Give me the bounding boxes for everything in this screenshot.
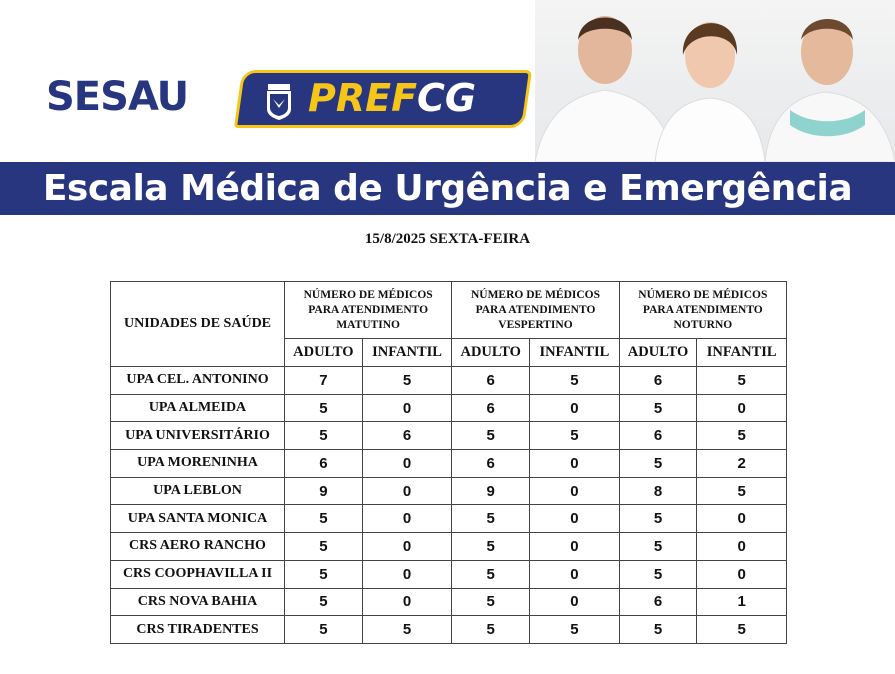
unit-name: UPA LEBLON — [110, 476, 285, 506]
doctor-count-cell: 0 — [529, 449, 620, 478]
doctor-count-cell: 0 — [696, 559, 787, 589]
doctor-count-cell: 5 — [284, 393, 363, 423]
doctor-count-cell: 0 — [696, 393, 787, 423]
doctor-count-cell: 0 — [361, 587, 453, 617]
table-row: UPA SANTA MONICA 5 0 5 0 5 0 — [110, 504, 787, 534]
doctor-count-cell: 1 — [696, 587, 787, 617]
doctor-count-cell: 5 — [451, 587, 531, 617]
doctor-count-cell: 5 — [284, 504, 363, 534]
doctor-count-cell: 0 — [361, 393, 453, 423]
table-row: UPA LEBLON 9 0 9 0 8 5 — [110, 476, 787, 506]
doctor-count-cell: 5 — [618, 532, 698, 561]
doctor-count-cell: 0 — [529, 532, 620, 561]
doctor-count-cell: 0 — [529, 476, 620, 506]
schedule-date: 15/8/2025 SEXTA-FEIRA — [364, 231, 531, 247]
group-header-noturno: NÚMERO DE MÉDICOS PARA ATENDIMENTO NOTURNO — [618, 281, 788, 339]
group-header-vespertino: NÚMERO DE MÉDICOS PARA ATENDIMENTO VESPERT… — [451, 281, 620, 339]
subheader-adulto: ADULTO — [451, 338, 531, 367]
page-title: Escala Médica de Urgência e Emergência — [0, 162, 895, 215]
table-row: CRS TIRADENTES 5 5 5 5 5 5 — [110, 615, 787, 644]
table-row: CRS NOVA BAHIA 5 0 5 0 6 1 — [110, 587, 787, 617]
unit-name: CRS COOPHAVILLA II — [110, 559, 285, 589]
doctor-count-cell: 5 — [284, 421, 363, 451]
doctor-count-cell: 5 — [451, 421, 531, 451]
doctor-count-cell: 6 — [451, 366, 531, 395]
prefcg-logo-text: PREFCG — [308, 76, 477, 120]
table-row: UPA UNIVERSITÁRIO 5 6 5 5 6 5 — [110, 421, 787, 451]
doctor-count-cell: 0 — [529, 393, 620, 423]
doctor-count-cell: 5 — [529, 615, 620, 644]
doctor-count-cell: 5 — [451, 559, 531, 589]
doctor-count-cell: 5 — [696, 366, 787, 395]
subheader-adulto: ADULTO — [284, 338, 363, 367]
doctor-count-cell: 5 — [618, 449, 698, 478]
doctor-count-cell: 5 — [618, 615, 698, 644]
unit-name: CRS TIRADENTES — [110, 615, 285, 644]
doctor-count-cell: 5 — [361, 366, 453, 395]
doctor-count-cell: 8 — [618, 476, 698, 506]
doctor-count-cell: 5 — [696, 421, 787, 451]
table-row: UPA MORENINHA 6 0 6 0 5 2 — [110, 449, 787, 478]
subheader-infantil: INFANTIL — [529, 338, 620, 367]
doctor-count-cell: 6 — [451, 449, 531, 478]
doctor-count-cell: 6 — [618, 421, 698, 451]
doctor-count-cell: 6 — [284, 449, 363, 478]
doctor-count-cell: 0 — [529, 587, 620, 617]
doctor-count-cell: 0 — [361, 449, 453, 478]
doctor-count-cell: 9 — [451, 476, 531, 506]
doctor-count-cell: 5 — [284, 587, 363, 617]
table-row: CRS COOPHAVILLA II 5 0 5 0 5 0 — [110, 559, 787, 589]
doctors-illustration — [535, 16, 895, 162]
unit-name: UPA UNIVERSITÁRIO — [110, 421, 285, 451]
doctor-count-cell: 0 — [696, 504, 787, 534]
unit-name: UPA SANTA MONICA — [110, 504, 285, 534]
doctor-count-cell: 0 — [529, 504, 620, 534]
doctor-count-cell: 5 — [284, 615, 363, 644]
doctor-count-cell: 5 — [284, 559, 363, 589]
unit-column-header: UNIDADES DE SAÚDE — [110, 281, 285, 367]
doctor-count-cell: 0 — [361, 504, 453, 534]
doctor-count-cell: 5 — [618, 504, 698, 534]
table-row: UPA CEL. ANTONINO 7 5 6 5 6 5 — [110, 366, 787, 395]
group-header-matutino: NÚMERO DE MÉDICOS PARA ATENDIMENTO MATUTIN… — [283, 281, 453, 339]
doctor-count-cell: 0 — [696, 532, 787, 561]
doctor-count-cell: 5 — [451, 504, 531, 534]
sesau-logo: SESAU — [46, 74, 189, 120]
doctor-count-cell: 5 — [284, 532, 363, 561]
doctor-count-cell: 0 — [361, 532, 453, 561]
table-row: CRS AERO RANCHO 5 0 5 0 5 0 — [110, 532, 787, 561]
doctor-count-cell: 5 — [529, 421, 620, 451]
doctor-count-cell: 5 — [618, 559, 698, 589]
doctor-count-cell: 0 — [529, 559, 620, 589]
doctor-count-cell: 5 — [696, 615, 787, 644]
unit-name: UPA ALMEIDA — [110, 393, 285, 423]
doctor-count-cell: 5 — [361, 615, 453, 644]
doctors-photo — [535, 0, 895, 162]
city-crest-icon — [267, 84, 291, 120]
doctor-count-cell: 0 — [361, 476, 453, 506]
table-row: UPA ALMEIDA 5 0 6 0 5 0 — [110, 393, 787, 423]
schedule-table: UNIDADES DE SAÚDE NÚMERO DE MÉDICOS PARA … — [110, 281, 788, 644]
doctor-count-cell: 5 — [696, 476, 787, 506]
doctor-count-cell: 2 — [696, 449, 787, 478]
unit-name: UPA CEL. ANTONINO — [110, 366, 285, 395]
doctor-count-cell: 6 — [618, 587, 698, 617]
doctor-count-cell: 5 — [451, 532, 531, 561]
unit-name: CRS AERO RANCHO — [110, 532, 285, 561]
doctor-count-cell: 6 — [451, 393, 531, 423]
doctor-count-cell: 6 — [618, 366, 698, 395]
doctor-count-cell: 9 — [284, 476, 363, 506]
doctor-count-cell: 7 — [284, 366, 363, 395]
doctor-count-cell: 6 — [361, 421, 453, 451]
doctor-count-cell: 5 — [618, 393, 698, 423]
doctor-count-cell: 5 — [451, 615, 531, 644]
subheader-adulto: ADULTO — [618, 338, 698, 367]
doctor-count-cell: 5 — [529, 366, 620, 395]
subheader-infantil: INFANTIL — [361, 338, 453, 367]
doctor-count-cell: 0 — [361, 559, 453, 589]
unit-name: CRS NOVA BAHIA — [110, 587, 285, 617]
subheader-infantil: INFANTIL — [696, 338, 787, 367]
unit-name: UPA MORENINHA — [110, 449, 285, 478]
